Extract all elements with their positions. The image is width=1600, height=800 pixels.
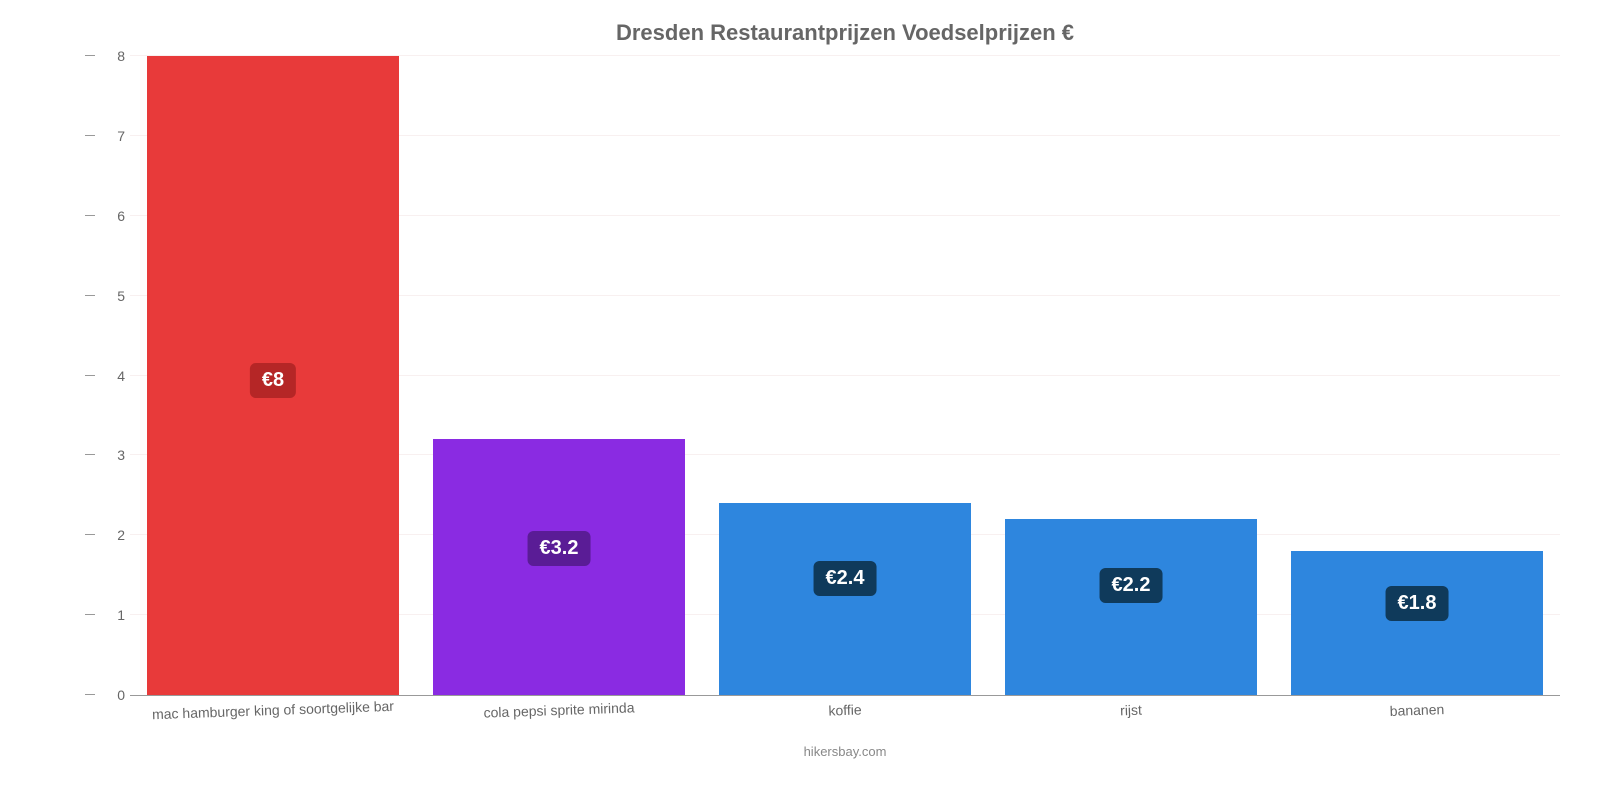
y-tick-mark [85,454,95,455]
y-tick-label: 2 [90,527,125,543]
y-tick-label: 5 [90,288,125,304]
bar: €3.2 [433,439,685,695]
x-tick-label: koffie [702,697,988,723]
y-tick-mark [85,295,95,296]
y-tick-mark [85,694,95,695]
y-tick-mark [85,55,95,56]
y-tick-mark [85,534,95,535]
bar-slot: €3.2 [416,56,702,695]
y-tick-label: 8 [90,48,125,64]
bars-group: €8 €3.2 €2.4 €2.2 €1.8 [130,56,1560,695]
bar-value-label: €2.2 [1100,568,1163,603]
bar-slot: €2.4 [702,56,988,695]
attribution-text: hikersbay.com [130,744,1560,759]
y-tick-label: 3 [90,447,125,463]
y-tick-label: 1 [90,607,125,623]
bar-value-label: €8 [250,363,296,398]
bar: €2.4 [719,503,971,695]
y-tick-label: 0 [90,687,125,703]
y-tick-mark [85,614,95,615]
x-tick-label: mac hamburger king of soortgelijke bar [130,697,416,723]
bar-slot: €1.8 [1274,56,1560,695]
y-axis: 012345678 [90,56,125,695]
bar-value-label: €3.2 [528,531,591,566]
x-tick-label: rijst [988,697,1274,723]
y-tick-label: 7 [90,128,125,144]
y-tick-mark [85,135,95,136]
bar-slot: €2.2 [988,56,1274,695]
bar: €8 [147,56,399,695]
bar-slot: €8 [130,56,416,695]
bar: €2.2 [1005,519,1257,695]
y-tick-mark [85,215,95,216]
chart-container: Dresden Restaurantprijzen Voedselprijzen… [0,0,1600,800]
x-tick-label: cola pepsi sprite mirinda [416,697,702,723]
x-axis-labels: mac hamburger king of soortgelijke barco… [130,702,1560,718]
y-tick-label: 4 [90,368,125,384]
bar-value-label: €2.4 [814,561,877,596]
y-tick-mark [85,375,95,376]
bar-value-label: €1.8 [1386,586,1449,621]
bar: €1.8 [1291,551,1543,695]
y-tick-label: 6 [90,208,125,224]
x-tick-label: bananen [1274,697,1560,723]
chart-title: Dresden Restaurantprijzen Voedselprijzen… [130,20,1560,46]
plot-area: 012345678 €8€3.2€2.4€2.2€1.8 [130,56,1560,696]
